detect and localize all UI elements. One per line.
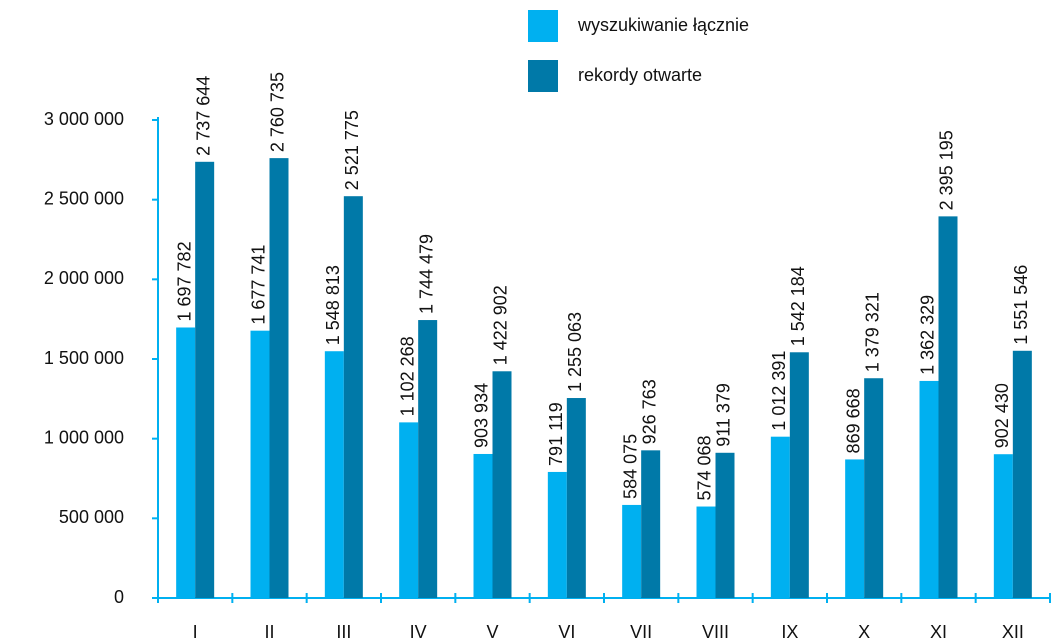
bar (919, 380, 939, 598)
bar (343, 196, 363, 598)
x-tick-label: VIII (702, 622, 729, 642)
bar (622, 504, 642, 598)
value-label: 926 763 (639, 379, 659, 444)
bar (547, 471, 567, 598)
x-tick-label: III (336, 622, 351, 642)
value-label: 1 551 546 (1011, 265, 1031, 345)
bar (641, 450, 661, 598)
value-label: 1 012 391 (769, 351, 789, 431)
bar (845, 459, 865, 598)
y-tick-label: 500 000 (59, 507, 124, 527)
bar (473, 453, 493, 598)
value-label: 791 119 (546, 402, 566, 466)
bar (418, 320, 438, 598)
value-label: 1 542 184 (788, 266, 808, 346)
bar (324, 351, 344, 598)
value-label: 2 521 775 (342, 110, 362, 190)
value-label: 869 668 (843, 388, 863, 453)
x-tick-label: VI (558, 622, 575, 642)
bar (566, 398, 586, 598)
value-label: 584 075 (620, 434, 640, 499)
value-label: 1 362 329 (918, 295, 938, 375)
bar (789, 352, 809, 598)
bar (938, 216, 958, 598)
legend-label: rekordy otwarte (578, 65, 702, 85)
value-label: 1 102 268 (397, 336, 417, 416)
bar (195, 161, 215, 598)
y-tick-label: 1 500 000 (44, 348, 124, 368)
y-tick-label: 3 000 000 (44, 109, 124, 129)
x-tick-label: X (858, 622, 870, 642)
value-label: 2 395 195 (937, 130, 957, 210)
x-tick-label: IX (781, 622, 798, 642)
x-tick-label: XII (1002, 622, 1024, 642)
value-label: 902 430 (992, 383, 1012, 448)
x-tick-label: V (486, 622, 498, 642)
bar (715, 452, 735, 598)
legend-swatch (528, 10, 558, 42)
x-tick-label: XI (930, 622, 947, 642)
bar (492, 371, 512, 598)
bar (1012, 350, 1032, 598)
value-label: 2 737 644 (193, 76, 213, 156)
bar (399, 422, 419, 598)
bar (250, 330, 270, 598)
bar (993, 454, 1013, 598)
value-label: 2 760 735 (268, 72, 288, 152)
value-label: 1 422 902 (491, 285, 511, 365)
bar (770, 436, 790, 598)
value-label: 1 548 813 (323, 265, 343, 345)
bar (176, 327, 196, 598)
x-tick-label: IV (410, 622, 427, 642)
value-label: 1 379 321 (862, 292, 882, 372)
x-tick-label: VII (630, 622, 652, 642)
value-label: 911 379 (714, 383, 734, 447)
value-label: 1 697 782 (174, 241, 194, 321)
y-tick-label: 1 000 000 (44, 427, 124, 447)
bar (864, 378, 884, 598)
x-tick-label: II (264, 622, 274, 642)
value-label: 1 744 479 (416, 234, 436, 314)
y-tick-label: 2 500 000 (44, 188, 124, 208)
legend-label: wyszukiwanie łącznie (577, 15, 749, 35)
value-label: 1 677 741 (249, 245, 269, 325)
y-tick-label: 0 (114, 587, 124, 607)
value-label: 1 255 063 (565, 312, 585, 392)
bar (269, 158, 289, 598)
value-label: 903 934 (472, 383, 492, 448)
y-tick-label: 2 000 000 (44, 268, 124, 288)
value-label: 574 068 (695, 435, 715, 500)
legend-swatch (528, 60, 558, 92)
bar (696, 506, 716, 598)
x-tick-label: I (193, 622, 198, 642)
